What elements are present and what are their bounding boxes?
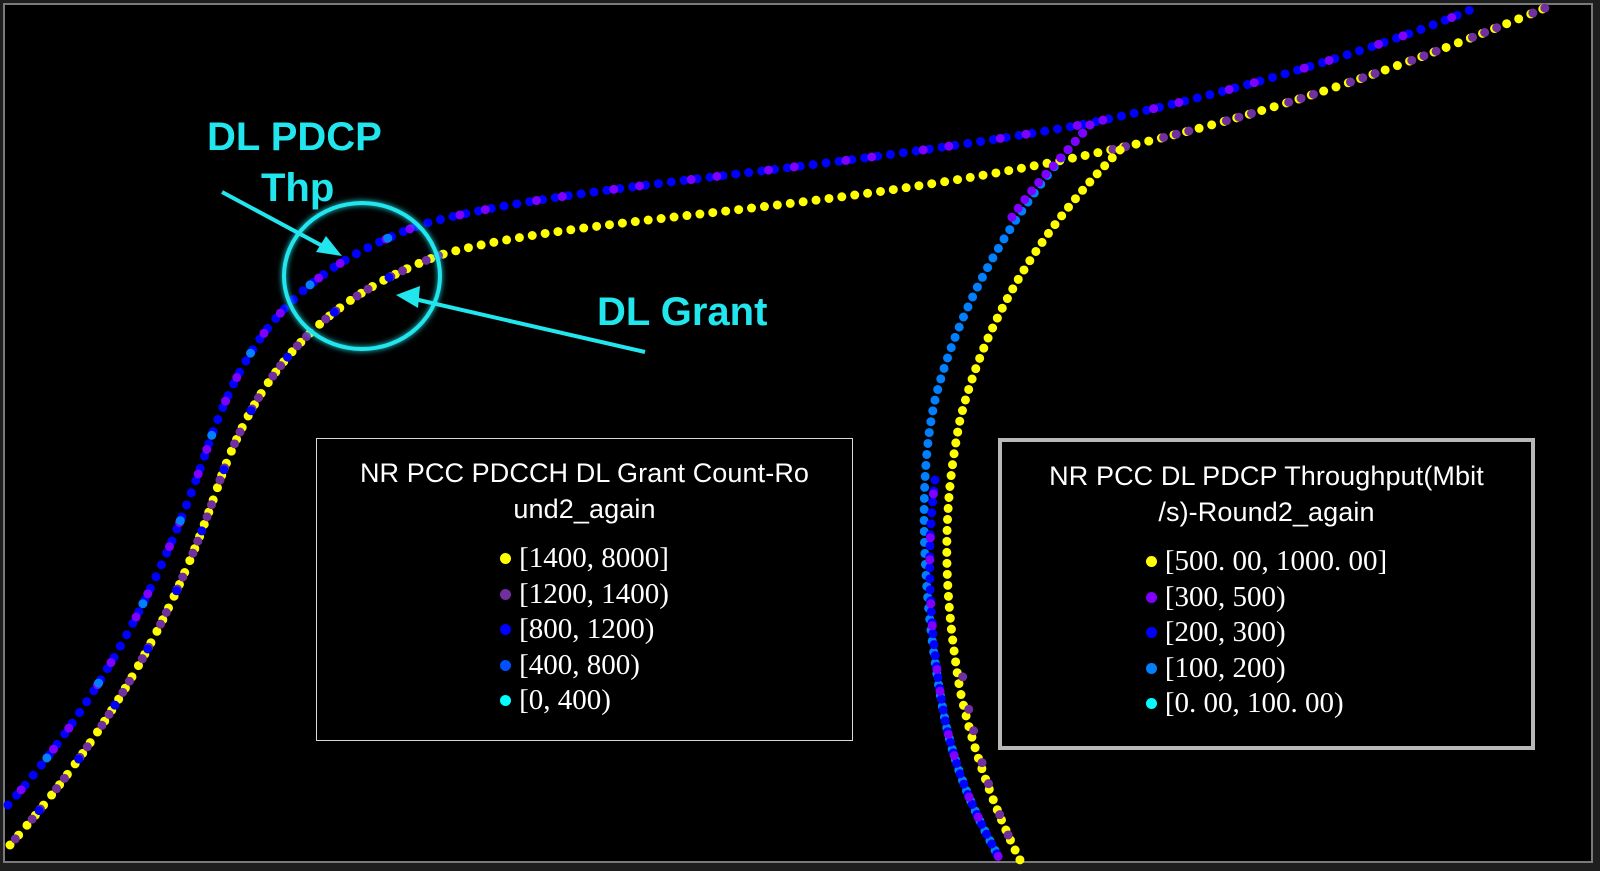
pdcp-thp-label: DL PDCP Thp xyxy=(207,115,382,210)
grant-legend-list: [1400, 8000] [1200, 1400) [800, 1200) [4… xyxy=(500,541,669,719)
blue-dot-icon xyxy=(500,624,512,636)
annotation-overlay xyxy=(221,190,646,354)
grant-arrowhead xyxy=(396,286,420,308)
thp-legend: NR PCC DL PDCP Throughput(Mbit /s)-Round… xyxy=(998,438,1535,750)
pdcp-arrowhead xyxy=(316,236,342,256)
thp-legend-list: [500. 00, 1000. 00] [300, 500) [200, 300… xyxy=(1145,544,1387,722)
grant-track-left xyxy=(5,3,1550,850)
legend-item[interactable]: [100, 200) xyxy=(1145,651,1387,687)
legend-item[interactable]: [500. 00, 1000. 00] xyxy=(1145,544,1387,580)
light-blue-dot-icon xyxy=(500,659,512,671)
thp-legend-title: NR PCC DL PDCP Throughput(Mbit /s)-Round… xyxy=(1049,461,1484,527)
cyan-dot-icon xyxy=(1145,698,1157,710)
legend-item[interactable]: [1400, 8000] xyxy=(500,541,669,577)
grant-legend-title: NR PCC PDCCH DL Grant Count-Ro und2_agai… xyxy=(359,458,810,524)
legend-item[interactable]: [1200, 1400) xyxy=(500,577,669,613)
pdcp-arrow xyxy=(221,190,331,252)
cyan-dot-icon xyxy=(500,695,512,707)
legend-item[interactable]: [0. 00, 100. 00) xyxy=(1145,686,1387,722)
yellow-dot-icon xyxy=(1145,556,1157,568)
thp-track-left xyxy=(3,5,1475,810)
purple-dot-icon xyxy=(500,588,512,600)
legend-item[interactable]: [200, 300) xyxy=(1145,615,1387,651)
legend-item[interactable]: [0, 400) xyxy=(500,683,669,719)
grant-arrow xyxy=(409,296,646,354)
thp-track-right xyxy=(919,120,1095,865)
highlight-circle xyxy=(282,201,442,351)
legend-item[interactable]: [800, 1200) xyxy=(500,612,669,648)
violet-dot-icon xyxy=(1145,591,1157,603)
yellow-dot-icon xyxy=(500,553,512,565)
light-blue-dot-icon xyxy=(1145,662,1157,674)
blue-dot-icon xyxy=(1145,627,1157,639)
grant-track-right xyxy=(942,145,1125,865)
dl-grant-label: DL Grant xyxy=(597,290,768,334)
legend-item[interactable]: [300, 500) xyxy=(1145,580,1387,616)
grant-legend: NR PCC PDCCH DL Grant Count-Ro und2_agai… xyxy=(316,438,853,741)
legend-item[interactable]: [400, 800) xyxy=(500,648,669,684)
